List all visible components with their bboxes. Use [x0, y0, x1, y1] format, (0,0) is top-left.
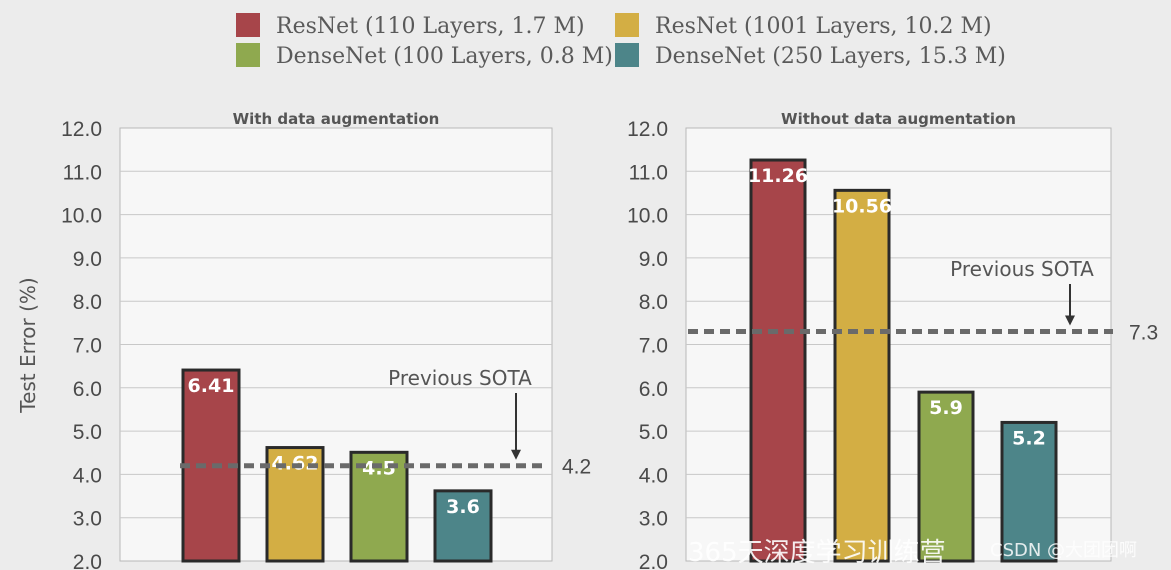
sota-annotation: Previous SOTA	[950, 257, 1094, 281]
bar-resnet1001	[833, 188, 891, 563]
bar-densenet100	[917, 390, 975, 563]
bar-value-label-resnet110: 11.26	[748, 165, 808, 187]
panel-with-augmentation: 2.0 3.0 4.0 5.0 6.0 7.0 8.0 9.0 10.0 11.0 12.0 With…	[61, 110, 591, 570]
panel-title: With data augmentation	[233, 110, 440, 128]
y-tick-label: 6.0	[639, 378, 668, 401]
bar-value-label-densenet100: 5.9	[929, 397, 963, 419]
legend-swatch-densenet100	[236, 43, 260, 67]
y-tick-label: 7.0	[73, 335, 102, 358]
panel-without-augmentation: 2.0 3.0 4.0 5.0 6.0 7.0 8.0 9.0 10.0 11.0 12.0 With…	[627, 110, 1158, 570]
panel-title: Without data augmentation	[781, 110, 1016, 128]
y-tick-label: 6.0	[73, 378, 102, 401]
legend-swatch-densenet250	[615, 43, 639, 67]
sota-arrow-head	[1065, 315, 1075, 326]
bar-value-label-densenet250: 3.6	[446, 496, 480, 518]
bar-resnet110	[749, 158, 807, 563]
y-tick-label: 12.0	[61, 118, 102, 141]
y-tick-label: 4.0	[639, 464, 668, 487]
y-tick-label: 11.0	[629, 161, 668, 184]
y-axis-label: Test Error (%)	[16, 277, 40, 413]
y-tick-label: 9.0	[639, 248, 668, 271]
bar-value-label-resnet1001: 10.56	[832, 195, 892, 217]
legend-label-resnet1001: ResNet (1001 Layers, 10.2 M)	[655, 14, 992, 39]
y-tick-label: 4.0	[73, 464, 102, 487]
legend-label-resnet110: ResNet (110 Layers, 1.7 M)	[276, 14, 585, 39]
y-tick-label: 8.0	[639, 291, 668, 314]
legend: ResNet (110 Layers, 1.7 M) ResNet (1001 L…	[236, 13, 1006, 69]
y-tick-label: 3.0	[73, 508, 102, 531]
sota-arrow-head	[511, 449, 521, 460]
y-tick-label: 10.0	[627, 205, 668, 228]
y-tick-label: 8.0	[73, 291, 102, 314]
legend-swatch-resnet110	[236, 13, 260, 37]
bar-densenet250	[433, 489, 493, 563]
y-tick-label: 9.0	[73, 248, 102, 271]
y-tick-label: 2.0	[73, 551, 102, 570]
y-tick-label: 10.0	[61, 205, 102, 228]
watermark: 365天深度学习训练营 CSDN @大团团啊	[688, 538, 1137, 568]
y-tick-label: 5.0	[73, 421, 102, 444]
watermark-text: 365天深度学习训练营	[688, 538, 946, 568]
sota-annotation: Previous SOTA	[388, 366, 532, 390]
bar-value-label-densenet100: 4.5	[362, 457, 396, 479]
y-tick-label: 5.0	[639, 421, 668, 444]
legend-label-densenet100: DenseNet (100 Layers, 0.8 M)	[276, 44, 613, 69]
watermark-credit: CSDN @大团团啊	[990, 540, 1137, 561]
legend-label-densenet250: DenseNet (250 Layers, 15.3 M)	[655, 44, 1006, 69]
bar-densenet100	[349, 450, 409, 563]
y-tick-label: 11.0	[63, 161, 102, 184]
sota-value-label: 7.3	[1129, 322, 1158, 345]
bar-densenet250	[1000, 420, 1058, 563]
sota-value-label: 4.2	[562, 456, 591, 479]
bar-value-label-resnet110: 6.41	[188, 375, 235, 397]
y-tick-label: 7.0	[639, 335, 668, 358]
y-tick-label: 2.0	[639, 551, 668, 570]
y-tick-label: 3.0	[639, 508, 668, 531]
y-tick-label: 12.0	[627, 118, 668, 141]
bar-value-label-densenet250: 5.2	[1012, 427, 1046, 449]
legend-swatch-resnet1001	[615, 13, 639, 37]
